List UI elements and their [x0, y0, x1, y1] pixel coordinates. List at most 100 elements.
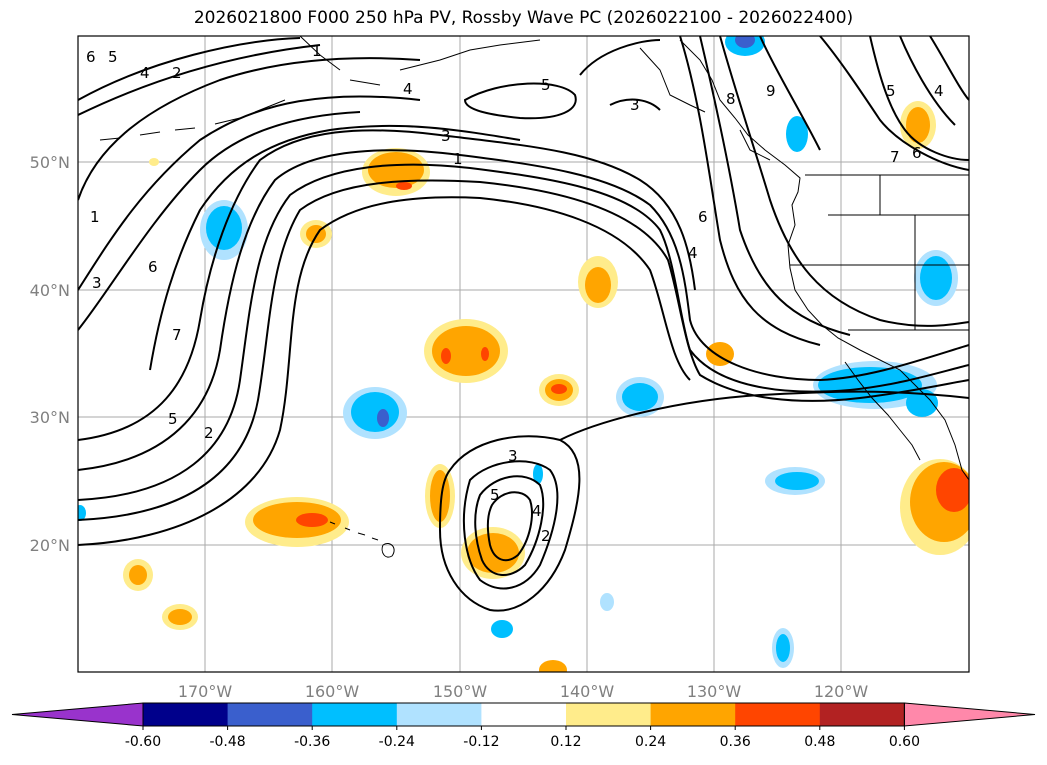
pv-contour	[149, 124, 521, 371]
colorbar-label: 0.48	[804, 734, 835, 750]
colorbar-label: 0.24	[635, 734, 666, 750]
colorbar-label: -0.12	[463, 734, 499, 750]
positive-anomaly	[129, 565, 147, 585]
positive-anomaly	[585, 267, 611, 303]
contour-label: 4	[934, 82, 944, 100]
positive-anomaly	[430, 470, 450, 522]
colorbar-label: -0.48	[209, 734, 245, 750]
negative-anomaly	[818, 367, 922, 403]
pv-contour	[78, 163, 969, 501]
negative-anomaly	[622, 383, 658, 411]
contour-label: 4	[403, 80, 413, 98]
colorbar-segment	[227, 703, 313, 726]
pv-contour	[78, 149, 969, 471]
contour-label: 4	[532, 502, 542, 520]
positive-anomaly	[396, 182, 412, 190]
lon-label: 140°W	[560, 682, 615, 701]
pv-contour	[78, 111, 361, 331]
positive-anomaly	[906, 107, 930, 143]
contour-label: 6	[912, 144, 922, 162]
colorbar-segment	[566, 703, 652, 726]
pv-contour	[699, 36, 851, 336]
colorbar-extension-high	[903, 702, 1036, 727]
contour-label: 7	[172, 326, 182, 344]
contour-label: 4	[688, 244, 698, 262]
colorbar-label: 0.60	[889, 734, 920, 750]
negative-anomaly	[491, 620, 513, 638]
colorbar-segment	[650, 703, 736, 726]
pv-contour	[559, 390, 969, 441]
positive-anomaly	[481, 347, 489, 361]
lat-label: 40°N	[30, 281, 70, 300]
colorbar-label: 0.12	[550, 734, 581, 750]
contour-label: 3	[630, 96, 640, 114]
negative-anomaly	[776, 634, 790, 662]
positive-anomaly	[539, 660, 567, 672]
map-panel: 6 5 4 2 1 4 5 3 1 3 8 9 5 4 7 6 1 3 6 7 …	[78, 36, 969, 672]
colorbar-frame	[142, 702, 905, 727]
negative-anomaly	[920, 256, 952, 300]
pv-contour	[759, 36, 821, 151]
lon-label: 170°W	[178, 682, 233, 701]
canada-coast-islands	[639, 47, 771, 161]
colorbar-segment	[396, 703, 482, 726]
colorbar-segment	[143, 703, 229, 726]
pv-contour	[78, 129, 696, 441]
negative-anomaly	[906, 389, 938, 417]
aleutian-islands	[99, 99, 286, 141]
negative-anomaly	[351, 392, 399, 432]
colorbar-extension-low	[11, 702, 144, 727]
alaska-coast	[299, 36, 541, 86]
coastlines	[99, 36, 969, 558]
pv-contour	[679, 36, 821, 346]
pv-contour	[719, 36, 969, 327]
contour-label: 9	[766, 82, 776, 100]
contour-label: 2	[204, 424, 214, 442]
negative-anomaly	[735, 36, 755, 48]
positive-anomaly	[432, 326, 500, 376]
colorbar-segment	[735, 703, 821, 726]
lat-label: 30°N	[30, 408, 70, 427]
contour-labels: 6 5 4 2 1 4 5 3 1 3 8 9 5 4 7 6 1 3 6 7 …	[86, 42, 944, 545]
negative-anomaly	[78, 505, 86, 521]
lon-label: 150°W	[433, 682, 488, 701]
pv-contour	[474, 475, 545, 576]
contour-label: 4	[140, 64, 150, 82]
colorbar-segment	[819, 703, 905, 726]
pv-contour	[463, 82, 577, 120]
lon-label: 130°W	[687, 682, 742, 701]
pv-contour	[462, 460, 559, 590]
contour-label: 6	[86, 48, 96, 66]
positive-anomaly	[149, 158, 159, 166]
colorbar-label: -0.24	[379, 734, 415, 750]
pv-contour	[78, 57, 421, 201]
contour-label: 7	[890, 148, 900, 166]
contour-label: 5	[168, 410, 178, 428]
contour-label: 3	[92, 274, 102, 292]
colorbar-label: 0.36	[720, 734, 751, 750]
colorbar-segment	[312, 703, 398, 726]
state-borders	[790, 175, 969, 331]
contour-label: 1	[453, 150, 463, 168]
pv-contour	[78, 196, 691, 546]
north-america-coast	[679, 39, 969, 481]
colorbar-segment	[481, 703, 567, 726]
positive-anomaly	[936, 468, 969, 512]
hawaii-islands	[329, 521, 395, 558]
contour-label: 2	[172, 64, 182, 82]
contour-label: 5	[886, 82, 896, 100]
baja-peninsula	[844, 361, 921, 461]
contour-label: 6	[698, 208, 708, 226]
map-frame	[77, 35, 970, 673]
pv-contour	[869, 36, 969, 161]
pv-contour	[78, 37, 301, 101]
negative-anomaly	[533, 464, 543, 484]
positive-anomaly	[368, 152, 424, 188]
contour-label: 2	[541, 527, 551, 545]
contour-label: 1	[90, 208, 100, 226]
colorbar: -0.60 -0.48 -0.36 -0.24 -0.12 0.12 0.24 0.36 0.4…	[11, 702, 1036, 750]
negative-anomaly	[775, 472, 819, 490]
positive-anomaly	[296, 513, 328, 527]
positive-anomaly	[168, 609, 192, 625]
